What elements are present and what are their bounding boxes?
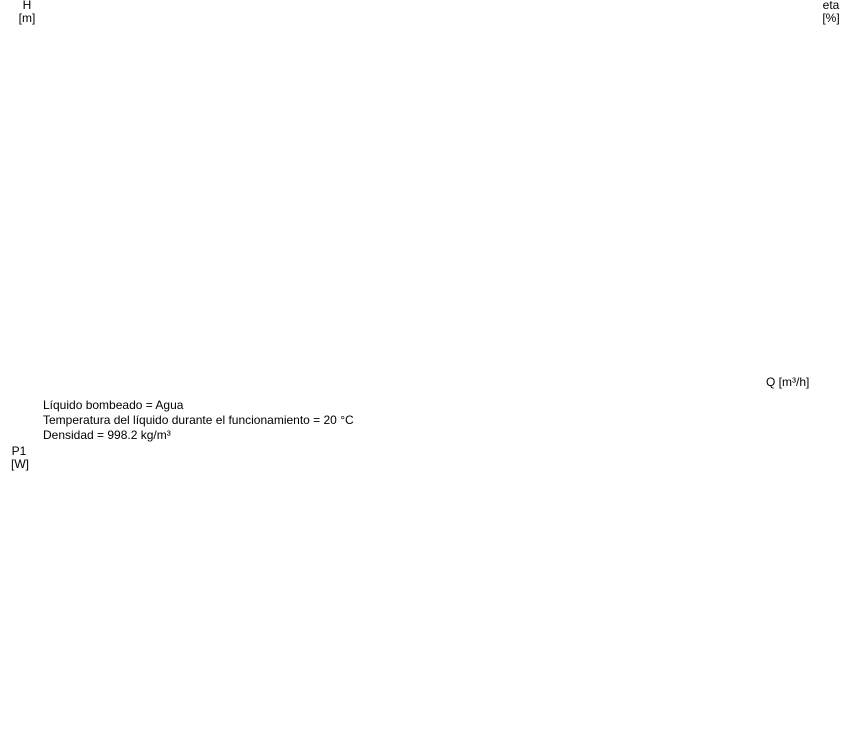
y-axis-label: H (23, 0, 32, 12)
y2-axis-label: eta (823, 0, 840, 12)
x-axis-label: Q [m³/h] (766, 375, 809, 389)
y-axis-label: P1 (12, 444, 27, 458)
y2-axis-unit: [%] (822, 11, 839, 25)
info-line: Temperatura del líquido durante el funci… (43, 413, 354, 427)
info-line: Líquido bombeado = Agua (43, 398, 184, 412)
info-line: Densidad = 998.2 kg/m³ (43, 428, 171, 442)
y-axis-unit: [W] (11, 457, 29, 471)
y-axis-unit: [m] (19, 11, 36, 25)
